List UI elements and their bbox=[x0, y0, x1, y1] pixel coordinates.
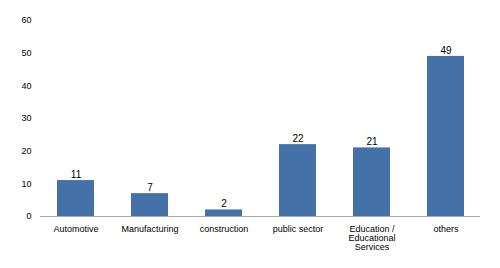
svg-text:50: 50 bbox=[21, 48, 31, 58]
svg-text:22: 22 bbox=[292, 133, 304, 144]
svg-text:10: 10 bbox=[21, 179, 31, 189]
svg-text:0: 0 bbox=[26, 211, 31, 221]
svg-text:public sector: public sector bbox=[273, 224, 324, 234]
svg-text:60: 60 bbox=[21, 15, 31, 25]
svg-text:Manufacturing: Manufacturing bbox=[121, 224, 178, 234]
svg-text:2: 2 bbox=[221, 198, 227, 209]
svg-text:49: 49 bbox=[440, 45, 452, 56]
svg-text:construction: construction bbox=[200, 224, 249, 234]
svg-text:Automotive: Automotive bbox=[53, 224, 98, 234]
svg-text:40: 40 bbox=[21, 81, 31, 91]
svg-text:20: 20 bbox=[21, 146, 31, 156]
svg-text:Education /EducationalServices: Education /EducationalServices bbox=[348, 224, 395, 252]
svg-text:30: 30 bbox=[21, 113, 31, 123]
svg-text:others: others bbox=[433, 224, 459, 234]
svg-text:11: 11 bbox=[71, 169, 82, 180]
svg-text:21: 21 bbox=[366, 136, 378, 147]
svg-text:7: 7 bbox=[147, 182, 153, 193]
